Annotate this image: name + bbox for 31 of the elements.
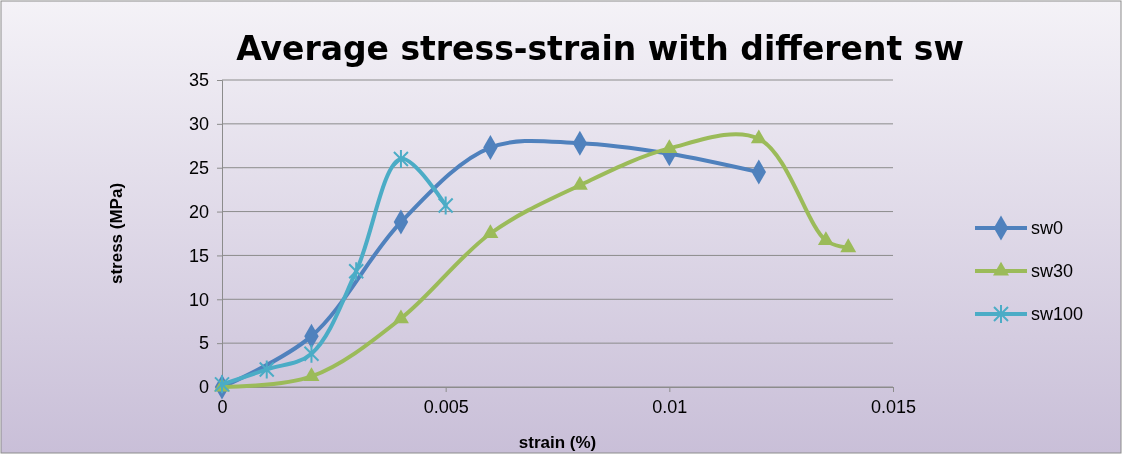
point	[303, 343, 320, 364]
point	[392, 309, 409, 324]
point	[437, 195, 454, 216]
x-axis-title: strain (%)	[518, 433, 597, 452]
point	[840, 238, 857, 253]
point	[750, 129, 767, 144]
y-tick-label: 30	[188, 114, 209, 135]
x-tick-label: 0.01	[652, 396, 688, 417]
y-tick-label: 5	[198, 333, 209, 354]
x-tick-label: 0.015	[870, 396, 917, 417]
chart-title: Average stress-strain with different sw	[236, 29, 964, 68]
y-tick-label: 25	[188, 157, 209, 178]
x-tick-label: 0	[217, 396, 228, 417]
point	[661, 139, 678, 154]
point	[817, 231, 834, 246]
y-tick-label: 20	[188, 201, 209, 222]
point	[348, 261, 365, 282]
point	[303, 367, 320, 382]
y-axis-title: stress (MPa)	[107, 182, 126, 285]
point	[392, 148, 409, 169]
legend-label: sw0	[1031, 218, 1064, 238]
point	[258, 359, 275, 380]
legend-label: sw30	[1031, 261, 1074, 281]
point	[571, 176, 588, 190]
point	[482, 224, 499, 239]
y-tick-label: 35	[188, 70, 209, 91]
legend-label: sw100	[1031, 304, 1084, 324]
y-tick-label: 0	[198, 377, 209, 398]
y-tick-label: 15	[188, 245, 209, 266]
x-tick-label: 0.005	[423, 396, 469, 417]
y-tick-label: 10	[188, 289, 209, 310]
